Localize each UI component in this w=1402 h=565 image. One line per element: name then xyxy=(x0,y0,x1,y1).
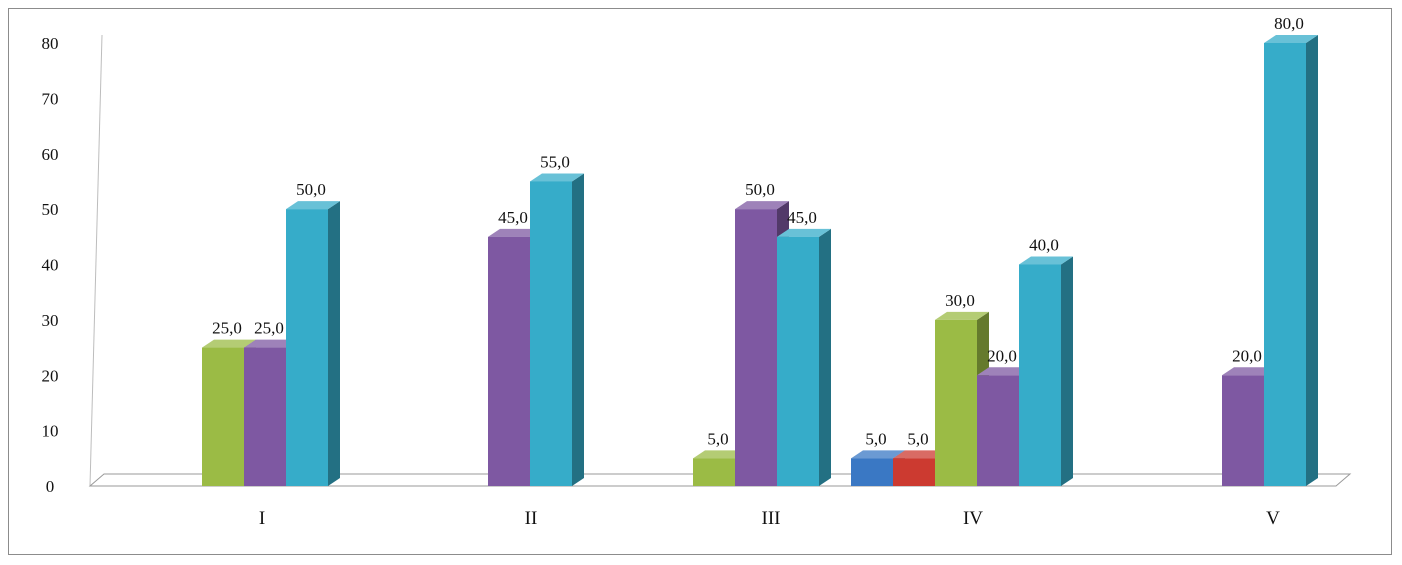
data-label: 45,0 xyxy=(498,208,528,227)
bar-top xyxy=(286,201,340,210)
data-label: 20,0 xyxy=(1232,346,1262,365)
data-label: 25,0 xyxy=(254,319,284,338)
data-label: 50,0 xyxy=(296,180,326,199)
y-tick-label: 80 xyxy=(42,34,59,53)
bar-top xyxy=(693,450,747,459)
bar-top xyxy=(851,450,905,459)
bar xyxy=(893,458,935,486)
bar xyxy=(202,347,244,486)
bar-top xyxy=(777,228,831,237)
data-label: 55,0 xyxy=(540,152,570,171)
bar-top xyxy=(935,311,989,320)
bar-top xyxy=(1019,256,1073,265)
y-tick-label: 40 xyxy=(42,256,59,275)
data-label: 25,0 xyxy=(212,319,242,338)
bar-side xyxy=(1306,35,1318,486)
bar xyxy=(530,181,572,486)
bar xyxy=(1222,375,1264,486)
bar-top xyxy=(893,450,947,459)
data-label: 40,0 xyxy=(1029,236,1059,255)
bar xyxy=(244,347,286,486)
x-category-label: I xyxy=(259,508,265,529)
data-label: 5,0 xyxy=(865,429,886,448)
data-label: 50,0 xyxy=(745,180,775,199)
bar xyxy=(693,458,735,486)
x-category-label: II xyxy=(525,508,538,529)
bar-side xyxy=(572,173,584,486)
x-category-label: V xyxy=(1266,508,1280,529)
x-category-label: III xyxy=(762,508,781,529)
bar-side xyxy=(1061,256,1073,486)
y-tick-label: 60 xyxy=(42,145,59,164)
bar xyxy=(1264,43,1306,486)
bar xyxy=(777,236,819,486)
bar-side xyxy=(328,201,340,486)
bar xyxy=(977,375,1019,486)
data-label: 5,0 xyxy=(907,429,928,448)
bar-top xyxy=(1264,35,1318,43)
data-label: 30,0 xyxy=(945,291,975,310)
back-wall-edge xyxy=(89,34,103,487)
data-label: 45,0 xyxy=(787,208,817,227)
bar-top xyxy=(488,228,542,237)
y-tick-label: 30 xyxy=(42,311,59,330)
bar xyxy=(935,319,977,486)
data-label: 80,0 xyxy=(1274,14,1304,33)
bar-top xyxy=(1222,367,1276,376)
bar-top xyxy=(735,201,789,210)
data-label: 5,0 xyxy=(707,429,728,448)
bar-top xyxy=(977,367,1031,376)
bar-top xyxy=(202,339,256,348)
bar xyxy=(851,458,893,486)
data-label: 20,0 xyxy=(987,346,1017,365)
bar-side xyxy=(819,228,831,486)
x-category-label: IV xyxy=(963,508,983,529)
y-tick-label: 50 xyxy=(42,200,59,219)
y-tick-label: 10 xyxy=(42,422,59,441)
bar xyxy=(286,209,328,486)
y-tick-label: 20 xyxy=(42,366,59,385)
y-tick-label: 0 xyxy=(46,477,55,496)
bar xyxy=(1019,264,1061,486)
bar-top xyxy=(530,173,584,182)
bar xyxy=(735,209,777,486)
bar xyxy=(488,236,530,486)
y-tick-label: 70 xyxy=(42,89,59,108)
bar-top xyxy=(244,339,298,348)
